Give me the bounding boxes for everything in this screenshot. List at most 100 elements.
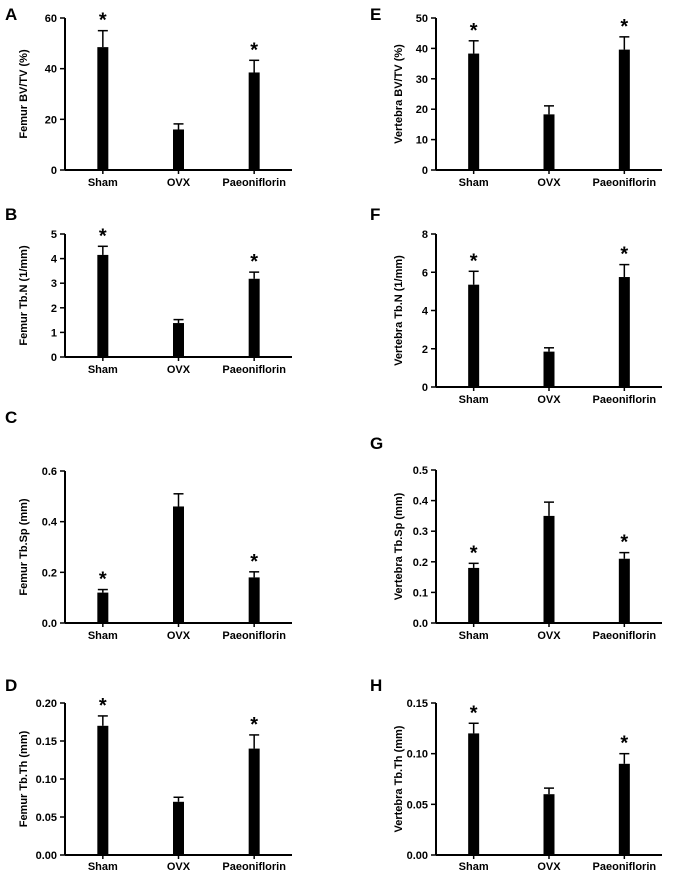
y-tick-label: 40 [416, 43, 428, 55]
y-tick-label: 3 [51, 278, 57, 290]
y-tick-label: 0.5 [413, 465, 428, 477]
category-label: OVX [537, 177, 561, 189]
y-tick-label: 20 [45, 114, 57, 126]
category-label: OVX [167, 861, 191, 871]
y-axis-title: Femur Tb.Th (mm) [18, 730, 30, 827]
y-tick-label: 0 [422, 382, 428, 394]
y-tick-label: 0 [422, 165, 428, 177]
significance-marker: * [99, 225, 107, 247]
y-tick-label: 0.1 [413, 587, 428, 599]
significance-marker: * [99, 10, 107, 32]
significance-marker: * [250, 551, 258, 573]
bar-sham [97, 254, 109, 357]
category-label: OVX [537, 394, 561, 406]
y-tick-label: 0.0 [42, 618, 57, 630]
category-label: Sham [88, 364, 118, 376]
y-tick-label: 0.15 [36, 736, 57, 748]
y-tick-label: 0.2 [413, 557, 428, 569]
panel-letter: C [5, 408, 17, 427]
bar-paeoniflorin [248, 748, 260, 855]
bar-ovx [543, 114, 555, 170]
y-axis-title: Vertebra Tb.Sp (mm) [393, 492, 405, 600]
y-tick-label: 0.4 [413, 496, 429, 508]
significance-marker: * [620, 733, 628, 755]
category-label: Sham [459, 394, 489, 406]
panel-letter: G [370, 434, 383, 453]
y-tick-label: 5 [51, 229, 57, 241]
y-axis-title: Vertebra BV/TV (%) [393, 44, 405, 144]
y-tick-label: 4 [422, 306, 429, 318]
y-axis-title: Femur Tb.N (1/mm) [18, 245, 30, 346]
significance-marker: * [470, 20, 478, 42]
y-tick-label: 50 [416, 13, 428, 25]
category-label: Paeoniflorin [593, 861, 657, 871]
significance-marker: * [99, 695, 107, 717]
bar-paeoniflorin [618, 558, 630, 623]
significance-marker: * [470, 702, 478, 724]
bar-paeoniflorin [618, 277, 630, 387]
y-tick-label: 0.20 [36, 698, 57, 710]
bar-sham [97, 725, 109, 855]
y-tick-label: 40 [45, 64, 57, 76]
significance-marker: * [620, 532, 628, 554]
bar-sham [468, 284, 480, 387]
bar-sham [97, 592, 109, 623]
significance-marker: * [250, 714, 258, 736]
bar-paeoniflorin [618, 763, 630, 855]
bar-ovx [543, 515, 555, 623]
y-tick-label: 0.00 [407, 850, 428, 862]
y-tick-label: 0.0 [413, 618, 428, 630]
bar-ovx [173, 323, 184, 357]
category-label: OVX [167, 630, 191, 642]
category-label: Sham [459, 630, 489, 642]
category-label: OVX [537, 630, 561, 642]
chart-panel-a: A Femur BV/TV (%) 0 20 40 60 Sham * OVX Paeoniflo… [5, 5, 292, 189]
category-label: Sham [88, 177, 118, 189]
chart-panel-d: D Femur Tb.Th (mm) 0.00 0.05 0.10 0.15 0.20 Sha… [5, 676, 292, 871]
category-label: Paeoniflorin [593, 177, 657, 189]
category-label: Paeoniflorin [222, 630, 286, 642]
chart-panel-f: F Vertebra Tb.N (1/mm) 0 2 4 6 8 Sham * OVX Paeoni… [370, 205, 662, 406]
y-tick-label: 0.2 [42, 567, 57, 579]
category-label: Paeoniflorin [222, 177, 286, 189]
bar-paeoniflorin [248, 72, 260, 170]
category-label: Sham [88, 861, 118, 871]
significance-marker: * [250, 251, 258, 273]
category-label: Sham [459, 177, 489, 189]
panel-letter: H [370, 676, 382, 695]
bar-ovx [543, 351, 555, 387]
category-label: Paeoniflorin [593, 630, 657, 642]
panel-letter: B [5, 205, 17, 224]
y-tick-label: 60 [45, 13, 57, 25]
bar-paeoniflorin [248, 278, 260, 357]
chart-panel-c: C Femur Tb.Sp (mm) 0.0 0.2 0.4 0.6 Sham * OVX Pae… [5, 408, 292, 642]
y-tick-label: 0.3 [413, 526, 428, 538]
y-tick-label: 4 [51, 254, 58, 266]
bar-ovx [173, 129, 184, 170]
chart-panel-e: E Vertebra BV/TV (%) 0 10 20 30 40 50 Sham * OVX Pa… [370, 5, 662, 189]
category-label: OVX [167, 364, 191, 376]
y-tick-label: 0.00 [36, 850, 57, 862]
chart-panel-g: G Vertebra Tb.Sp (mm) 0.0 0.1 0.2 0.3 0.4 0.5 Sh… [370, 434, 662, 642]
y-tick-label: 0 [51, 165, 57, 177]
y-tick-label: 2 [422, 344, 428, 356]
y-axis-title: Vertebra Tb.Th (mm) [393, 725, 405, 832]
y-tick-label: 0 [51, 352, 57, 364]
y-axis-title: Vertebra Tb.N (1/mm) [393, 255, 405, 366]
y-tick-label: 0.10 [407, 749, 428, 761]
bar-sham [468, 567, 480, 623]
category-label: Paeoniflorin [222, 861, 286, 871]
y-tick-label: 0.4 [42, 517, 58, 529]
panel-letter: A [5, 5, 17, 24]
panel-letter: D [5, 676, 17, 695]
bar-paeoniflorin [248, 577, 260, 623]
y-tick-label: 1 [51, 327, 57, 339]
significance-marker: * [620, 16, 628, 38]
category-label: OVX [167, 177, 191, 189]
y-tick-label: 0.05 [407, 799, 428, 811]
significance-marker: * [250, 39, 258, 61]
significance-marker: * [470, 250, 478, 272]
y-axis-title: Femur BV/TV (%) [18, 49, 30, 139]
y-tick-label: 6 [422, 267, 428, 279]
